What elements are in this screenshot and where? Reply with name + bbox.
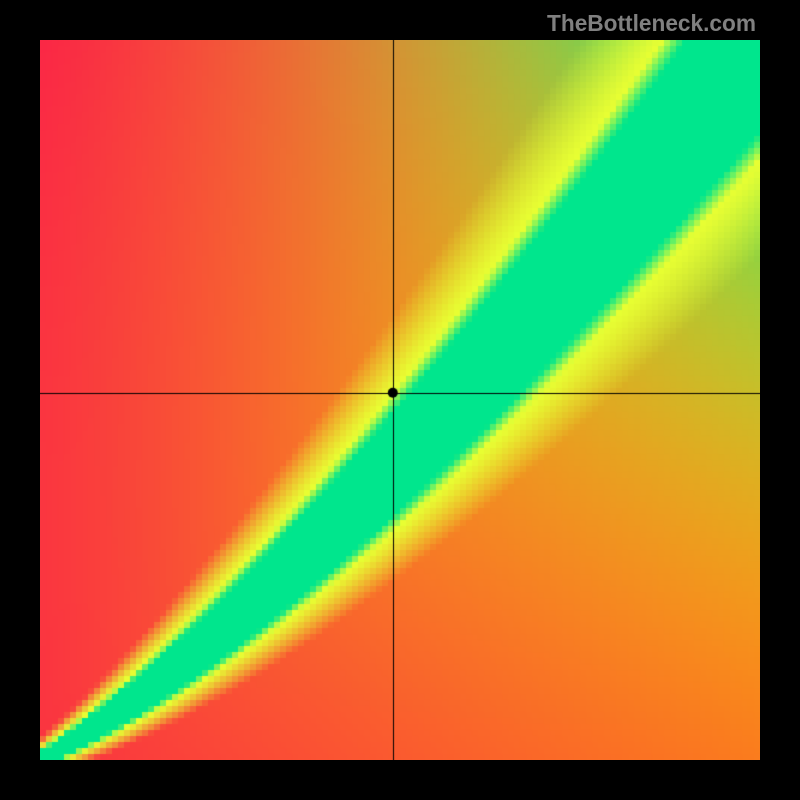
figure-container: TheBottleneck.com (0, 0, 800, 800)
bottleneck-heatmap (40, 40, 760, 760)
attribution-label: TheBottleneck.com (547, 10, 756, 37)
